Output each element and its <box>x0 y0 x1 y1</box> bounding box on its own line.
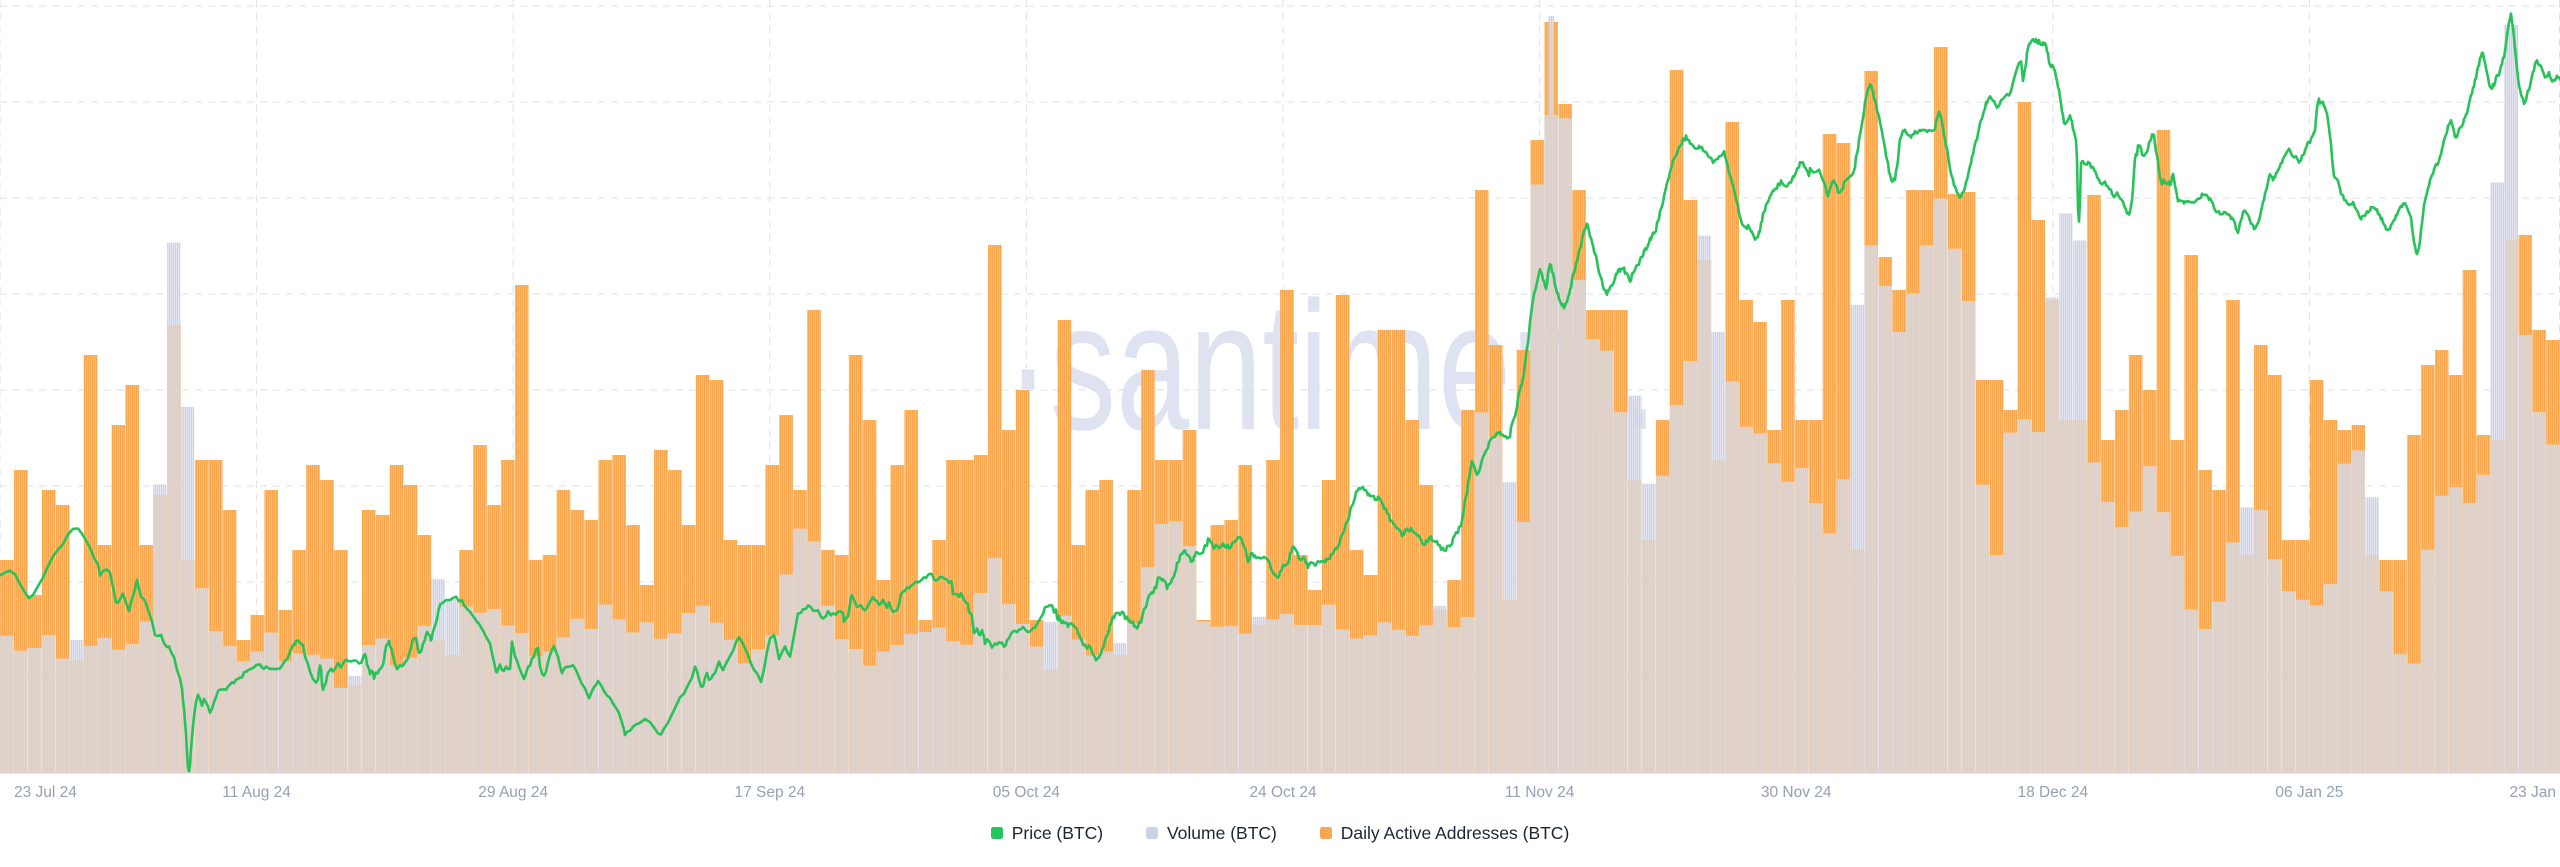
svg-text:11 Aug 24: 11 Aug 24 <box>222 784 291 801</box>
svg-text:24 Oct 24: 24 Oct 24 <box>1249 784 1317 801</box>
svg-text:11 Nov 24: 11 Nov 24 <box>1505 784 1575 801</box>
svg-text:17 Sep 24: 17 Sep 24 <box>734 784 805 801</box>
svg-text:23 Jan: 23 Jan <box>2509 784 2556 801</box>
svg-text:18 Dec 24: 18 Dec 24 <box>2017 784 2088 801</box>
svg-text:23 Jul 24: 23 Jul 24 <box>14 784 77 801</box>
svg-text:06 Jan 25: 06 Jan 25 <box>2275 784 2343 801</box>
svg-text:29 Aug 24: 29 Aug 24 <box>478 784 548 801</box>
svg-text:05 Oct 24: 05 Oct 24 <box>993 784 1061 801</box>
svg-text:30 Nov 24: 30 Nov 24 <box>1761 784 1832 801</box>
